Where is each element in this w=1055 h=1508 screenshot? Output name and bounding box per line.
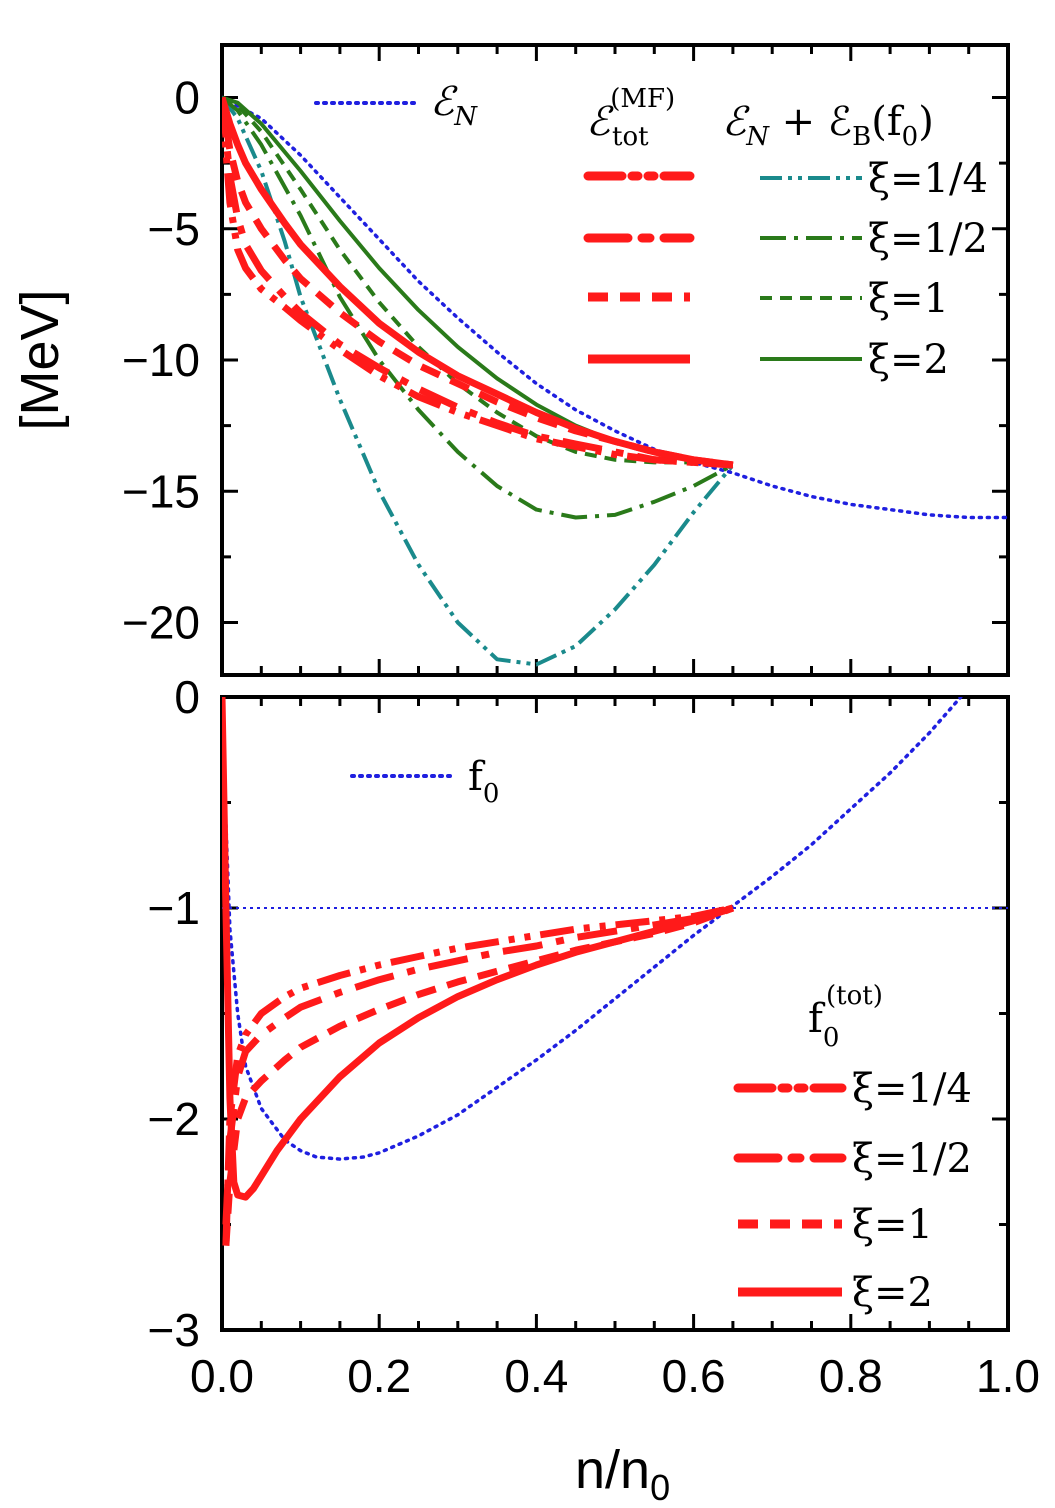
legend-xi-half-bottom: ξ=1/2 <box>852 1136 972 1182</box>
legend-label-ftot: f0 <box>808 996 839 1053</box>
y-tick-label-p1-3: −3 <box>148 1304 200 1356</box>
y-tick-label-p0-3: −15 <box>122 465 200 517</box>
legend-header-mf-sub: tot <box>612 122 649 152</box>
legend-label-ftot-sup: (tot) <box>826 981 883 1011</box>
legend-label-f0: f0 <box>468 754 499 809</box>
y-tick-label-p1-0: 0 <box>174 671 200 723</box>
x-tick-label-4: 0.8 <box>819 1350 883 1402</box>
y-tick-label-p0-1: −5 <box>148 203 200 255</box>
series-line-p1-4 <box>222 697 734 1201</box>
x-axis-title: n/n0 <box>575 1440 670 1508</box>
legend-xi-two-bottom: ξ=2 <box>852 1270 933 1316</box>
legend-header-mf: ℰ(MF) <box>586 84 675 145</box>
series-line-p1-3 <box>222 904 735 1246</box>
x-tick-label-2: 0.4 <box>504 1350 568 1402</box>
series-line-p0-8 <box>222 96 734 469</box>
top-legend: ℰN ℰ(MF) tot ℰN + ℰB(f0) ξ=1/4 ξ=1/2 ξ=1… <box>314 79 988 383</box>
series-lines <box>222 95 1008 1246</box>
y-axis-title: [MeV] <box>10 289 70 430</box>
legend-header-enb: ℰN + ℰB(f0) <box>722 99 934 152</box>
legend-label-en: ℰN <box>430 79 478 132</box>
series-line-p1-2 <box>222 904 734 1225</box>
y-tick-label-p0-0: 0 <box>174 72 200 124</box>
series-line-p0-2 <box>222 95 734 520</box>
y-tick-label-p1-2: −2 <box>148 1093 200 1145</box>
x-tick-label-5: 1.0 <box>976 1350 1040 1402</box>
series-line-p0-6 <box>222 97 734 469</box>
legend-xi-two-top: ξ=2 <box>868 337 949 383</box>
x-axis-title-sub: 0 <box>650 1467 670 1508</box>
x-tick-label-3: 0.6 <box>662 1350 726 1402</box>
series-line-p1-0 <box>222 697 963 1161</box>
x-tick-label-0: 0.0 <box>190 1350 254 1402</box>
series-line-p1-1 <box>222 904 734 1246</box>
y-tick-label-p0-2: −10 <box>122 334 200 386</box>
legend-xi-quarter-bottom: ξ=1/4 <box>852 1066 972 1112</box>
x-axis-title-main: n/n <box>575 1440 650 1500</box>
tick-labels: 0 −5 −10 −15 −20 0 −1 −2 −30.0 0.2 0.4 0.6 0.8 1.0 <box>122 72 1040 1403</box>
legend-xi-one-top: ξ=1 <box>868 276 949 322</box>
y-tick-label-p0-4: −20 <box>122 597 200 649</box>
x-tick-label-1: 0.2 <box>347 1350 411 1402</box>
legend-xi-quarter-top: ξ=1/4 <box>868 156 988 202</box>
y-tick-label-p1-1: −1 <box>148 882 200 934</box>
bottom-legend: f0 f0 (tot) ξ=1/4 ξ=1/2 ξ=1 ξ=2 <box>350 754 972 1316</box>
series-line-p0-1 <box>222 96 735 667</box>
legend-xi-one-bottom: ξ=1 <box>852 1202 933 1248</box>
legend-xi-half-top: ξ=1/2 <box>868 216 988 262</box>
series-line-p0-0 <box>222 95 1008 520</box>
tick-marks <box>220 45 1010 1332</box>
